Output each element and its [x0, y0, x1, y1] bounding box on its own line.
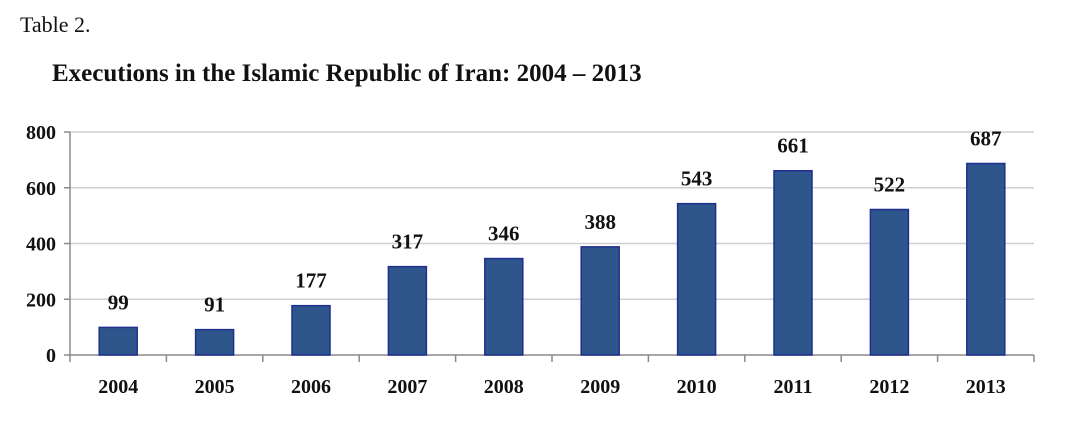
x-tick-label-2008: 2008	[484, 376, 524, 398]
data-label-2007: 317	[392, 230, 424, 254]
y-tick-label: 0	[46, 345, 56, 367]
x-tick-label-2013: 2013	[966, 376, 1006, 398]
labels: 0 200 400 600 800 99 2004 91 2005 177 2006 317 2007 3…	[26, 122, 1006, 398]
x-tick-label-2004: 2004	[98, 376, 138, 398]
bar-2008	[484, 257, 524, 356]
bar-2009	[580, 246, 620, 356]
y-tick-label: 400	[26, 234, 56, 256]
y-tick-label: 600	[26, 178, 56, 200]
data-label-2009: 388	[584, 210, 616, 234]
chart-title: Executions in the Islamic Republic of Ir…	[52, 60, 642, 87]
y-tick-label: 200	[26, 289, 56, 311]
bar-2004	[98, 326, 138, 356]
x-tick-label-2012: 2012	[869, 376, 909, 398]
bar-2013	[966, 162, 1006, 356]
bar-2012	[869, 208, 910, 356]
bar-2011	[773, 169, 813, 356]
x-tick-label-2009: 2009	[580, 376, 620, 398]
x-tick-label-2011: 2011	[774, 376, 813, 398]
bar-2010	[676, 202, 717, 356]
x-tick-label-2007: 2007	[387, 376, 427, 398]
table-caption: Table 2.	[20, 12, 91, 37]
data-label-2010: 543	[681, 167, 713, 191]
bar-2007	[387, 265, 428, 356]
bars	[98, 162, 1006, 356]
x-tick-label-2010: 2010	[677, 376, 717, 398]
x-tick-label-2005: 2005	[195, 376, 235, 398]
data-label-2008: 346	[488, 222, 520, 246]
data-label-2011: 661	[777, 134, 809, 158]
bar-2005	[194, 328, 235, 356]
x-tick-label-2006: 2006	[291, 376, 331, 398]
data-label-2006: 177	[295, 269, 327, 293]
bar-2006	[291, 304, 331, 356]
data-label-2012: 522	[874, 172, 906, 196]
data-label-2004: 99	[108, 290, 129, 314]
y-tick-label: 800	[26, 122, 56, 144]
data-label-2013: 687	[970, 126, 1002, 150]
data-label-2005: 91	[204, 293, 225, 317]
